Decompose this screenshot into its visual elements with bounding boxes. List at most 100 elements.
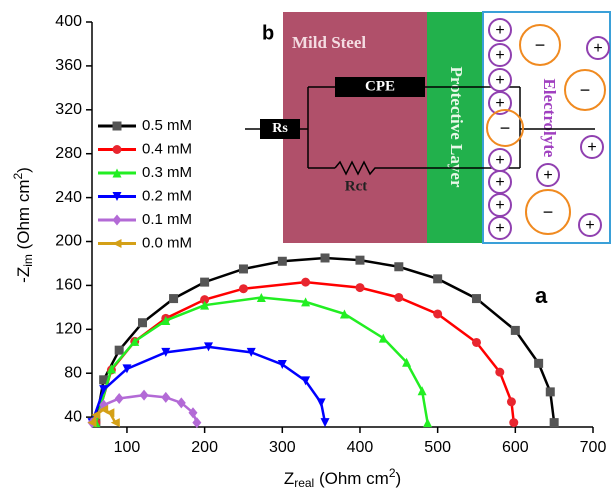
marker [301, 277, 311, 287]
plus-sign: + [495, 47, 504, 64]
y-tick-label: 40 [64, 408, 82, 425]
marker [161, 316, 171, 326]
y-axis-title-part: im [21, 254, 35, 267]
x-tick-label: 200 [191, 439, 218, 456]
y-axis-title-part: (Ohm cm [14, 180, 33, 255]
plus-sign: + [495, 22, 504, 39]
plus-sign: + [495, 152, 504, 169]
electrolyte-label: Electrolyte [540, 79, 559, 158]
protective-layer-region [427, 12, 483, 243]
x-tick-label: 600 [502, 439, 529, 456]
marker [506, 397, 516, 407]
cation [488, 91, 512, 115]
plus-sign: + [587, 139, 596, 156]
legend-marker [112, 121, 122, 131]
series [91, 292, 433, 428]
marker [106, 364, 116, 374]
x-tick-label: 100 [114, 439, 141, 456]
rs-box [260, 119, 300, 139]
plus-sign: + [593, 40, 602, 57]
y-axis-title-part: ) [14, 167, 33, 173]
x-tick-label: 700 [580, 439, 607, 456]
cation [488, 43, 512, 67]
marker [320, 418, 330, 428]
y-tick-label: 200 [55, 233, 82, 250]
marker [114, 345, 124, 355]
marker [423, 418, 433, 428]
series-line [94, 296, 429, 423]
x-tick-label: 300 [269, 439, 296, 456]
marker [417, 386, 427, 396]
marker [246, 347, 256, 357]
minus-sign: − [500, 118, 511, 138]
y-tick-label: 240 [55, 189, 82, 206]
marker [99, 375, 109, 385]
plot-area: 100 200 300 400 500 600 700 40 80 120 160 200 240 280… [11, 13, 606, 490]
x-axis-title-part: ) [396, 469, 402, 488]
legend-label: 0.2 mM [142, 187, 192, 204]
marker [301, 297, 311, 307]
y-tick-label: 320 [55, 101, 82, 118]
y-tick-label: 400 [55, 13, 82, 30]
cpe-box [335, 77, 425, 97]
marker [238, 284, 248, 294]
marker [137, 318, 147, 328]
marker [277, 256, 287, 266]
marker [161, 391, 171, 403]
legend-label: 0.3 mM [142, 164, 192, 181]
marker [509, 418, 519, 428]
marker [114, 392, 124, 404]
plus-sign: + [543, 167, 552, 184]
marker [433, 274, 443, 284]
series [91, 253, 559, 428]
marker [110, 418, 120, 428]
plus-sign: + [495, 220, 504, 237]
y-axis-title-part: -Z [14, 267, 33, 283]
legend-marker [112, 192, 122, 201]
cation [580, 135, 604, 159]
marker [91, 410, 101, 420]
minus-sign: − [580, 80, 591, 100]
legend-marker [112, 168, 122, 178]
cation [536, 163, 560, 187]
marker [433, 309, 443, 319]
legend: 0.5 mM 0.4 mM 0.3 mM 0.2 mM 0.1 mM 0.0 mM [98, 117, 192, 251]
legend-label: 0.0 mM [142, 234, 192, 251]
marker [394, 262, 404, 272]
marker [122, 364, 132, 374]
series-line [90, 345, 327, 424]
marker [139, 389, 149, 401]
marker [200, 300, 210, 310]
x-tick-label: 400 [347, 439, 374, 456]
marker [238, 264, 248, 274]
marker [200, 277, 210, 287]
cation [578, 213, 602, 237]
x-axis-title-part: real [294, 476, 314, 490]
legend-label: 0.4 mM [142, 140, 192, 157]
marker [355, 283, 365, 293]
marker [394, 292, 404, 302]
layer-label: Protective Layer [447, 67, 466, 188]
y-axis-title-part: 2 [11, 173, 25, 180]
cpe-label: CPE [365, 78, 395, 94]
anion [519, 24, 561, 66]
marker [471, 337, 481, 347]
anion [525, 189, 571, 235]
marker [99, 385, 109, 395]
x-axis-title-part: (Ohm cm [314, 469, 389, 488]
y-tick-label: 120 [55, 321, 82, 338]
marker [277, 359, 287, 369]
marker [471, 294, 481, 304]
plus-sign: + [495, 72, 504, 89]
cation [586, 36, 610, 60]
marker [320, 253, 330, 263]
marker [256, 292, 266, 302]
cation [488, 216, 512, 240]
annotation: a [535, 283, 548, 308]
marker [176, 397, 186, 409]
marker [169, 294, 179, 304]
anion [486, 109, 524, 147]
mild-steel-region [283, 12, 427, 243]
marker [130, 336, 140, 346]
plus-sign: + [585, 217, 594, 234]
